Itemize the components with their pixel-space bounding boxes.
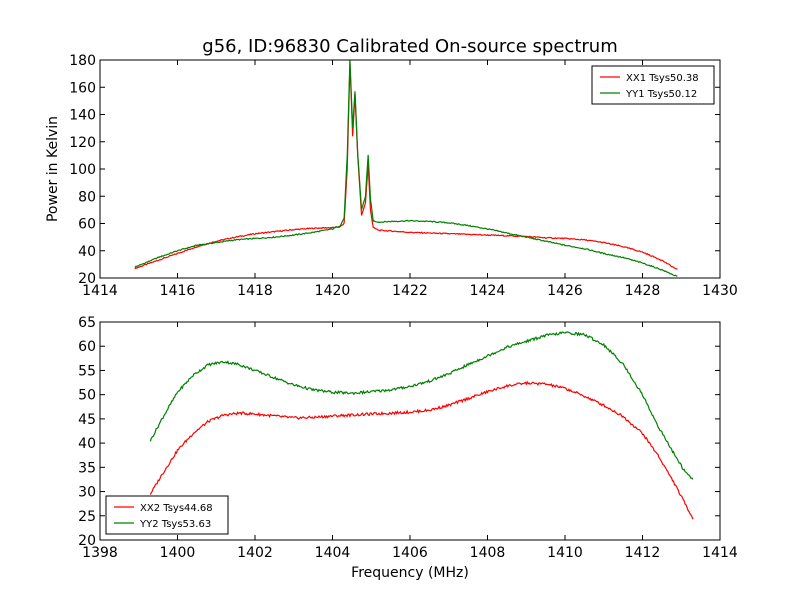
y-tick-label: 35 (78, 460, 96, 476)
y-tick-label: 120 (69, 135, 96, 151)
x-tick-label: 1430 (702, 283, 738, 299)
y-tick-label: 25 (78, 509, 96, 525)
legend: XX1 Tsys50.38 YY1 Tsys50.12 (591, 65, 715, 105)
y-axis-label: Power in Kelvin (45, 116, 61, 222)
x-tick-label: 1428 (625, 283, 661, 299)
y-tick-label: 60 (78, 217, 96, 233)
y-tick-label: 55 (78, 363, 96, 379)
legend: XX2 Tsys44.68 YY2 Tsys53.63 (105, 495, 229, 535)
top-plot: 1414 1416 1418 1420 1422 1424 1426 1428 1430 20 40… (69, 53, 738, 299)
y-tick-label: 40 (78, 436, 96, 452)
x-tick-label: 1408 (470, 545, 506, 561)
y-tick-label: 50 (78, 388, 96, 404)
x-tick-label: 1402 (237, 545, 273, 561)
y-tick-label: 40 (78, 244, 96, 260)
y-tick-label: 140 (69, 108, 96, 124)
y-tick-label: 30 (78, 485, 96, 501)
x-tick-label: 1418 (237, 283, 273, 299)
y-tick-label: 80 (78, 189, 96, 205)
y-tick-label: 20 (78, 533, 96, 549)
y-tick-label: 45 (78, 412, 96, 428)
x-tick-label: 1410 (547, 545, 583, 561)
series-line-1 (149, 380, 694, 520)
x-tick-label: 1400 (160, 545, 196, 561)
x-tick-label: 1426 (547, 283, 583, 299)
x-tick-label: 1412 (625, 545, 661, 561)
y-tick-label: 160 (69, 80, 96, 96)
x-tick-label: 1414 (702, 545, 738, 561)
x-tick-label: 1424 (470, 283, 506, 299)
y-tick-label: 100 (69, 162, 96, 178)
legend-label: YY2 Tsys53.63 (139, 519, 211, 530)
x-tick-label: 1398 (82, 545, 118, 561)
y-tick-label: 20 (78, 271, 96, 287)
x-tick-label: 1404 (315, 545, 351, 561)
series-line-1 (134, 62, 678, 270)
legend-label: XX1 Tsys50.38 (626, 73, 699, 84)
legend-box (591, 65, 715, 105)
x-tick-label: 1422 (392, 283, 428, 299)
x-tick-label: 1420 (315, 283, 351, 299)
y-tick-label: 65 (78, 315, 96, 331)
x-tick-label: 1406 (392, 545, 428, 561)
x-tick-label: 1416 (160, 283, 196, 299)
bottom-plot: 1398 1400 1402 1404 1406 1408 1410 1412 1414 20 25… (78, 315, 738, 561)
series-line-2 (134, 60, 678, 277)
legend-box (105, 495, 229, 535)
legend-label: XX2 Tsys44.68 (140, 503, 213, 514)
series-line-2 (149, 331, 694, 480)
legend-label: YY1 Tsys50.12 (625, 89, 697, 100)
x-tick-label: 1414 (82, 283, 118, 299)
chart-title: g56, ID:96830 Calibrated On-source spect… (202, 36, 617, 57)
x-axis-label: Frequency (MHz) (351, 565, 469, 581)
y-tick-label: 60 (78, 339, 96, 355)
y-tick-label: 180 (69, 53, 96, 69)
